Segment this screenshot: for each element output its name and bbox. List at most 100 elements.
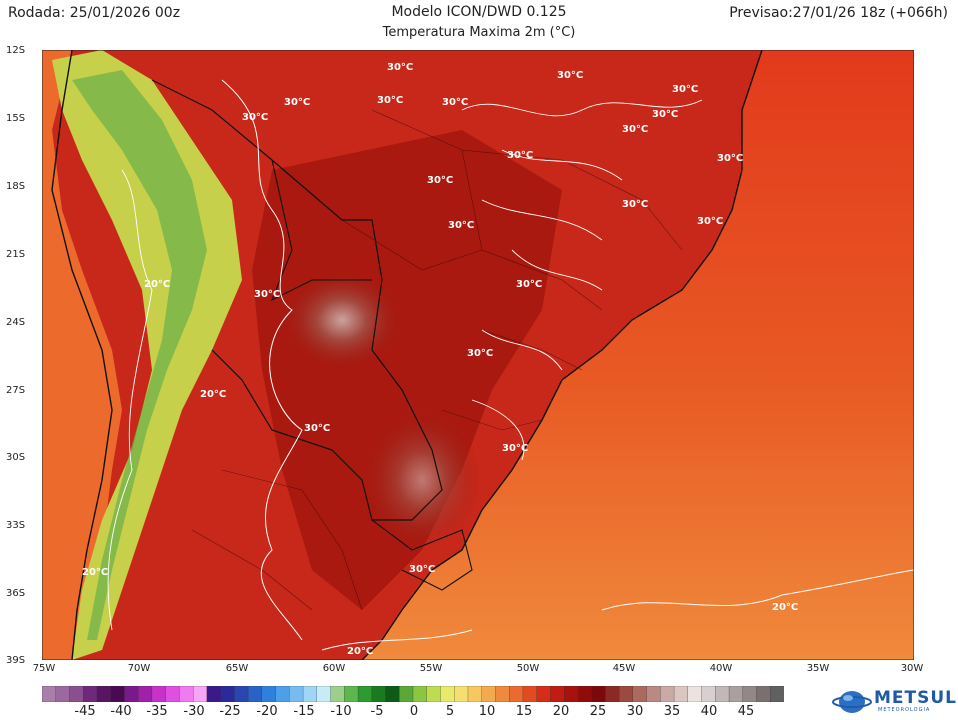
contour-30c-west: [221, 79, 303, 641]
lat-label: 30S: [6, 452, 26, 463]
contour-label: 20°C: [347, 646, 373, 657]
lat-label: 12S: [6, 45, 26, 56]
model-title: Modelo ICON/DWD 0.125: [391, 4, 567, 20]
colorbar-swatch: [124, 686, 139, 702]
colorbar-label: 10: [478, 704, 496, 719]
contour-label: 30°C: [697, 216, 723, 227]
colorbar-swatch: [522, 686, 538, 702]
colorbar-label: -5: [370, 704, 384, 719]
lat-label: 33S: [6, 520, 26, 531]
globe-icon: [832, 691, 872, 713]
colorbar-label: -10: [330, 704, 352, 719]
colorbar-swatch: [605, 686, 620, 702]
contour-label: 30°C: [622, 124, 648, 135]
colorbar-label: -45: [74, 704, 96, 719]
lat-label: 36S: [6, 588, 26, 599]
colorbar-swatch: [42, 686, 57, 702]
contour-andes: [107, 169, 153, 631]
lon-label: 30W: [900, 663, 924, 674]
country-borders: [151, 79, 443, 521]
colorbar-swatch: [96, 686, 112, 702]
colorbar-label: 35: [663, 704, 681, 719]
colorbar-label: 40: [700, 704, 718, 719]
colorbar-swatch: [687, 686, 703, 702]
colorbar-swatch: [742, 686, 758, 702]
lon-label: 45W: [612, 663, 636, 674]
lat-label: 39S: [6, 655, 26, 666]
lon-label: 40W: [709, 663, 733, 674]
colorbar-swatch: [618, 686, 634, 702]
contour-label: 30°C: [304, 423, 330, 434]
colorbar-label: -35: [146, 704, 168, 719]
colorbar-swatch: [220, 686, 236, 702]
colorbar-swatch: [454, 686, 469, 702]
color-scale-bar: [42, 686, 784, 702]
lat-label: 18S: [6, 181, 26, 192]
contour-label: 30°C: [448, 220, 474, 231]
andes-cold-core: [72, 70, 207, 640]
variable-subtitle: Temperatura Maxima 2m (°C): [382, 25, 576, 40]
colorbar-label: 20: [552, 704, 570, 719]
contour-label: 30°C: [387, 62, 413, 73]
state-borders: [191, 109, 683, 611]
contour-30c-north: [461, 99, 703, 461]
colorbar-swatch: [550, 686, 565, 702]
atlantic-coastline: [361, 50, 763, 660]
colorbar-swatch: [55, 686, 71, 702]
colorbar-swatch: [192, 686, 208, 702]
colorbar-swatch: [371, 686, 387, 702]
lon-label: 55W: [419, 663, 443, 674]
colorbar-label: 5: [445, 704, 455, 719]
colorbar-swatch: [481, 686, 497, 702]
colorbar-swatch: [715, 686, 730, 702]
lat-label: 27S: [6, 385, 26, 396]
contour-label: 30°C: [409, 564, 435, 575]
colorbar-swatch: [275, 686, 290, 702]
colorbar-swatch: [357, 686, 373, 702]
colorbar-swatch: [247, 686, 263, 702]
colorbar-label: 0: [409, 704, 419, 719]
colorbar-swatch: [261, 686, 277, 702]
colorbar-swatch: [673, 686, 689, 702]
colorbar-swatch: [591, 686, 607, 702]
logo-name: METSUL: [874, 688, 958, 708]
colorbar-swatch: [69, 686, 84, 702]
hot-spot-south: [362, 410, 482, 550]
colorbar-swatch: [289, 686, 304, 702]
colorbar-swatch: [536, 686, 552, 702]
colorbar-label: -40: [110, 704, 132, 719]
colorbar-label: -20: [256, 704, 278, 719]
contour-label: 20°C: [772, 602, 798, 613]
colorbar-label: -25: [219, 704, 241, 719]
contour-label: 30°C: [622, 199, 648, 210]
logo-tagline: METEOROLOGIA: [878, 707, 931, 713]
run-time-label: Rodada: 25/01/2026 00z: [8, 5, 181, 21]
colorbar-swatch: [330, 686, 345, 702]
colorbar-label: -30: [183, 704, 205, 719]
temperature-map: 30°C 30°C 30°C 30°C 30°C 30°C 30°C 30°C …: [42, 50, 914, 660]
lon-label: 65W: [225, 663, 249, 674]
colorbar-swatch: [440, 686, 455, 702]
colorbar-label: 25: [589, 704, 607, 719]
contour-20c-south: [321, 569, 914, 651]
colorbar-swatch: [138, 686, 153, 702]
colorbar-swatch: [151, 686, 167, 702]
colorbar-swatch: [385, 686, 400, 702]
contour-label: 30°C: [242, 112, 268, 123]
contour-label: 30°C: [717, 153, 743, 164]
contour-label: 30°C: [284, 97, 310, 108]
contour-label: 30°C: [427, 175, 453, 186]
lat-label: 15S: [6, 113, 26, 124]
contour-label: 30°C: [442, 97, 468, 108]
colorbar-swatch: [344, 686, 359, 702]
forecast-time-label: Previsao:27/01/26 18z (+066h): [729, 5, 948, 21]
bolivia-border: [270, 159, 372, 302]
colorbar-swatch: [756, 686, 771, 702]
colorbar-swatch: [701, 686, 716, 702]
colorbar-label: 45: [737, 704, 755, 719]
lon-label: 60W: [322, 663, 346, 674]
colorbar-swatch: [467, 686, 483, 702]
contour-label: 30°C: [502, 443, 528, 454]
colorbar-swatch: [110, 686, 126, 702]
lat-label: 21S: [6, 249, 26, 260]
